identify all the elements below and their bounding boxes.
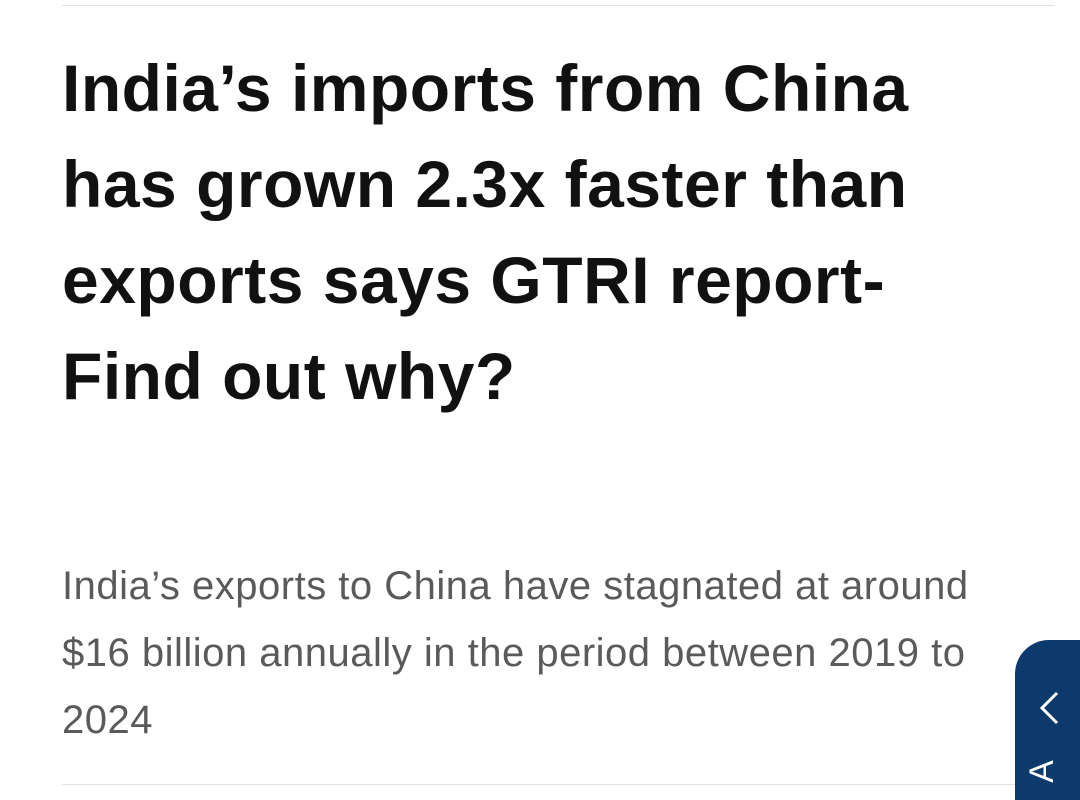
- bottom-divider: [62, 784, 1055, 785]
- top-divider: [62, 5, 1055, 6]
- chevron-icon: [1039, 691, 1059, 725]
- side-tab-label: A: [1022, 760, 1061, 783]
- subheadline: India’s exports to China have stagnated …: [62, 564, 969, 742]
- side-tab[interactable]: A: [1015, 640, 1080, 800]
- headline: India’s imports from China has grown 2.3…: [62, 51, 909, 413]
